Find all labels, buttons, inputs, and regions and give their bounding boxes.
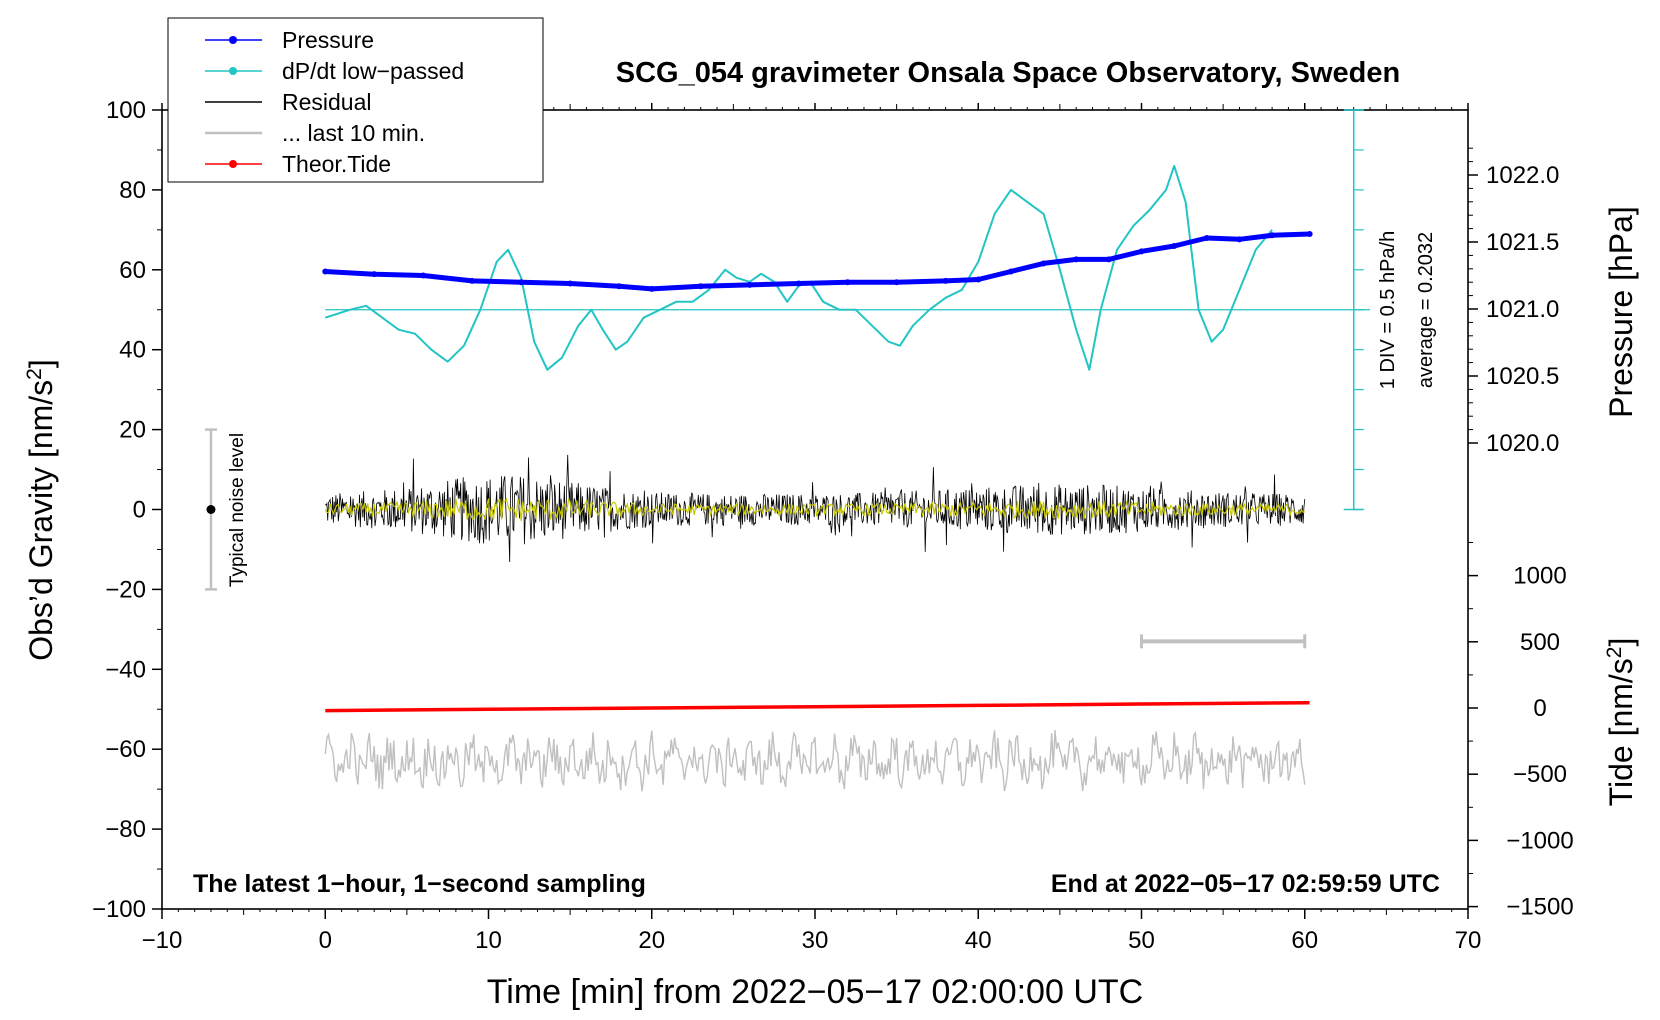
- pressure-point: [518, 279, 525, 286]
- y-tick-label: −20: [105, 576, 146, 603]
- pressure-point: [469, 277, 476, 284]
- pressure-tick-label: 1021.0: [1486, 296, 1559, 323]
- x-tick-label: 50: [1128, 927, 1155, 954]
- pressure-point: [567, 280, 574, 287]
- y-tick-label: 60: [119, 257, 146, 284]
- legend-marker: [229, 36, 237, 44]
- noise-level-label: Typical noise level: [227, 433, 248, 587]
- x-tick-label: 20: [638, 927, 665, 954]
- x-tick-label: 60: [1291, 927, 1318, 954]
- y-axis-label-tide: Tide [nm/s2]: [1603, 638, 1640, 807]
- x-tick-label: 30: [802, 927, 829, 954]
- pressure-point: [1306, 230, 1313, 237]
- sampling-annotation: The latest 1−hour, 1−second sampling: [193, 870, 646, 898]
- pressure-point: [746, 281, 753, 288]
- legend-label: Theor.Tide: [282, 151, 391, 177]
- legend-marker: [229, 67, 237, 75]
- average-label: average = 0.2032: [1415, 232, 1437, 388]
- pressure-point: [1171, 243, 1178, 250]
- pressure-point: [648, 285, 655, 292]
- series-tide: [325, 700, 1310, 713]
- time-scale-bar: [1140, 634, 1307, 649]
- legend-label: dP/dt low−passed: [282, 58, 464, 84]
- pressure-tick-label: 1021.5: [1486, 229, 1559, 256]
- pressure-point: [371, 271, 378, 278]
- tide-tick-label: 0: [1533, 695, 1546, 722]
- pressure-point: [322, 268, 329, 275]
- pressure-point: [844, 279, 851, 286]
- pressure-point: [616, 283, 623, 290]
- legend: Pressure dP/dt low−passed Residual ... last…: [205, 27, 464, 177]
- y-tick-label: −60: [105, 736, 146, 763]
- legend-box: [167, 17, 544, 183]
- pressure-point: [795, 280, 802, 287]
- end-time-annotation: End at 2022−05−17 02:59:59 UTC: [1051, 870, 1440, 898]
- pressure-point: [893, 279, 900, 286]
- pressure-point: [1073, 256, 1080, 263]
- dpdt-line: [324, 164, 1273, 371]
- noise-center-dot: [206, 505, 216, 514]
- pressure-point: [1203, 234, 1210, 241]
- residual-filtered-line: [324, 497, 1305, 522]
- tide-tick-label: −1000: [1506, 827, 1573, 854]
- pressure-tick-label: 1022.0: [1486, 162, 1559, 189]
- y-tick-label: 0: [133, 497, 146, 524]
- pressure-point: [1269, 232, 1276, 239]
- y-tick-label: 80: [119, 177, 146, 204]
- legend-label: Residual: [282, 89, 372, 115]
- x-tick-label: −10: [142, 927, 183, 954]
- legend-marker: [229, 160, 237, 168]
- x-axis-label: Time [min] from 2022−05−17 02:00:00 UTC: [487, 973, 1143, 1011]
- series-last-10-min: [324, 729, 1306, 792]
- y-axis-ticks-tide: 1000 500 0 −500 −1000 −1500: [1468, 542, 1574, 921]
- last-10-min-line: [324, 729, 1306, 792]
- y-tick-label: 100: [106, 97, 146, 124]
- div-scale-label: 1 DIV = 0.5 hPa/h: [1377, 231, 1399, 389]
- pressure-point: [1105, 256, 1112, 263]
- y-tick-label: 20: [119, 417, 146, 444]
- x-axis-ticks: −10 0 10 20 30 40 50 60 70: [142, 103, 1482, 954]
- pressure-point: [1236, 236, 1243, 243]
- series-pressure: [322, 230, 1313, 292]
- y-tick-label: −100: [92, 896, 146, 923]
- y-tick-label: 40: [119, 337, 146, 364]
- tide-tick-label: 500: [1520, 629, 1560, 656]
- tide-line: [325, 700, 1310, 713]
- pressure-point: [420, 272, 427, 279]
- pressure-point: [975, 276, 982, 283]
- y-tick-label: −40: [105, 656, 146, 683]
- x-tick-label: 70: [1455, 927, 1482, 954]
- tide-tick-label: −1500: [1506, 894, 1573, 921]
- pressure-tick-label: 1020.5: [1486, 363, 1559, 390]
- legend-label: Pressure: [282, 27, 374, 53]
- noise-level-indicator: [204, 428, 217, 591]
- series-dpdt: [324, 164, 1273, 371]
- tide-tick-label: 1000: [1513, 563, 1566, 590]
- tide-tick-label: −500: [1513, 761, 1567, 788]
- pressure-point: [1138, 248, 1145, 255]
- x-tick-label: 10: [475, 927, 502, 954]
- pressure-point: [1007, 268, 1014, 275]
- legend-label: ... last 10 min.: [282, 120, 425, 146]
- x-tick-label: 40: [965, 927, 992, 954]
- y-axis-label-gravity: Obs’d Gravity [nm/s2]: [23, 359, 60, 661]
- y-axis-ticks-gravity: 100 80 60 40 20 0 −20 −40 −60 −80 −100: [92, 97, 162, 923]
- pressure-point: [697, 283, 704, 290]
- pressure-point: [942, 277, 949, 284]
- x-tick-label: 0: [319, 927, 332, 954]
- chart-title: SCG_054 gravimeter Onsala Space Observat…: [616, 57, 1400, 89]
- pressure-point: [1040, 260, 1047, 267]
- y-tick-label: −80: [105, 816, 146, 843]
- pressure-tick-label: 1020.0: [1486, 430, 1559, 457]
- y-axis-ticks-pressure: 1022.0 1021.5 1021.0 1020.5 1020.0: [1468, 147, 1559, 457]
- y-axis-label-pressure: Pressure [hPa]: [1603, 206, 1639, 418]
- series-residual-filtered: [324, 497, 1305, 522]
